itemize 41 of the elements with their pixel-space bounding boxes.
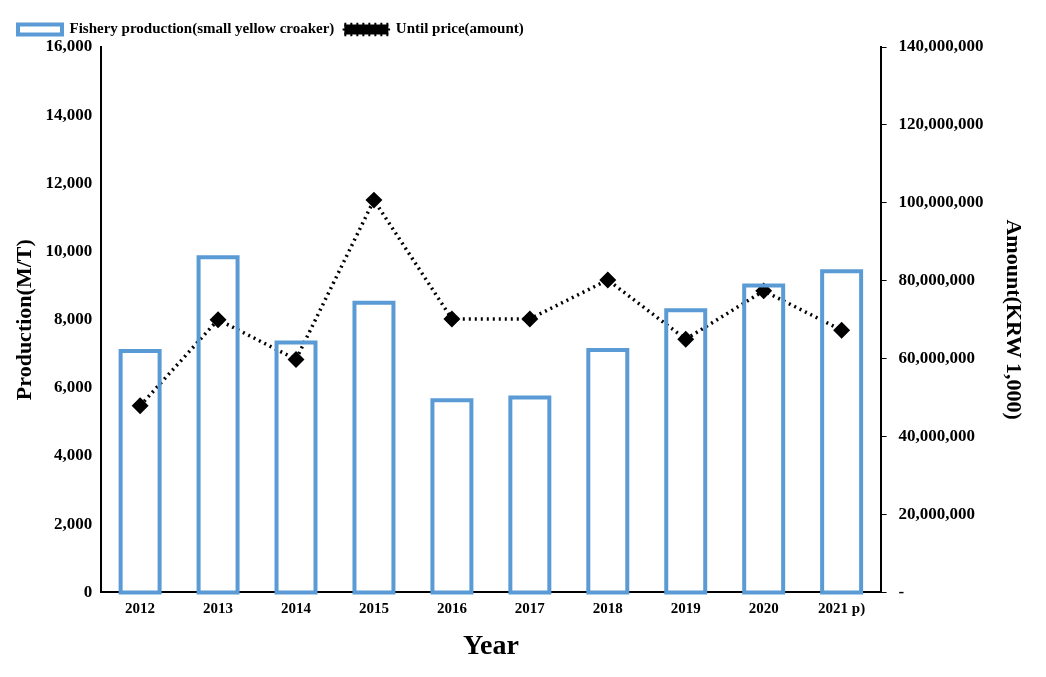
y2-tick-label: 20,000,000: [898, 503, 976, 523]
point: [132, 398, 148, 414]
y-axis-title: Production(M/T): [10, 239, 36, 401]
x-tick-label: 2019: [670, 600, 701, 617]
y2-axis-title: Amount(KRW 1,000): [1002, 219, 1028, 420]
y2-tick-label: 60,000,000: [898, 348, 976, 368]
point: [366, 192, 382, 208]
x-tick-label: 2012: [125, 600, 156, 617]
x-tick-label: 2014: [281, 600, 312, 617]
y2-tick-label: -: [898, 581, 905, 601]
point: [210, 311, 226, 328]
point: [833, 322, 850, 338]
y2-tick-label: 80,000,000: [898, 270, 976, 290]
y-tick-label: 10,000: [45, 240, 93, 260]
point: [677, 331, 694, 347]
y-tick-label: 4,000: [53, 445, 93, 465]
legend-label: Fishery production(small yellow croaker): [69, 20, 335, 38]
y-tick-label: 6,000: [53, 377, 93, 397]
x-tick-label: 2016: [436, 600, 468, 617]
x-tick-label: 2020: [748, 600, 779, 617]
x-tick-label: 2017: [514, 600, 546, 617]
x-tick-label: 2021 p): [818, 600, 866, 618]
y-tick-label: 2,000: [53, 513, 93, 533]
y2-tick-label: 100,000,000: [898, 192, 984, 212]
y2-tick-label: 120,000,000: [898, 114, 984, 134]
point: [522, 311, 538, 327]
x-tick-label: 2015: [358, 600, 389, 617]
y-tick-label: 0: [83, 581, 93, 601]
x-axis-title: Year: [462, 629, 519, 661]
point: [288, 351, 304, 368]
legend-label: Until price(amount): [395, 20, 524, 38]
point: [444, 311, 460, 327]
y-tick-label: 8,000: [53, 309, 93, 329]
point: [600, 272, 616, 288]
y-tick-label: 14,000: [45, 104, 93, 124]
y2-tick-label: 40,000,000: [898, 425, 976, 445]
y-tick-label: 12,000: [45, 172, 93, 192]
y2-tick-label: 140,000,000: [898, 36, 984, 56]
y-tick-label: 16,000: [45, 36, 93, 56]
x-tick-label: 2013: [203, 600, 234, 617]
x-tick-label: 2018: [592, 600, 623, 617]
